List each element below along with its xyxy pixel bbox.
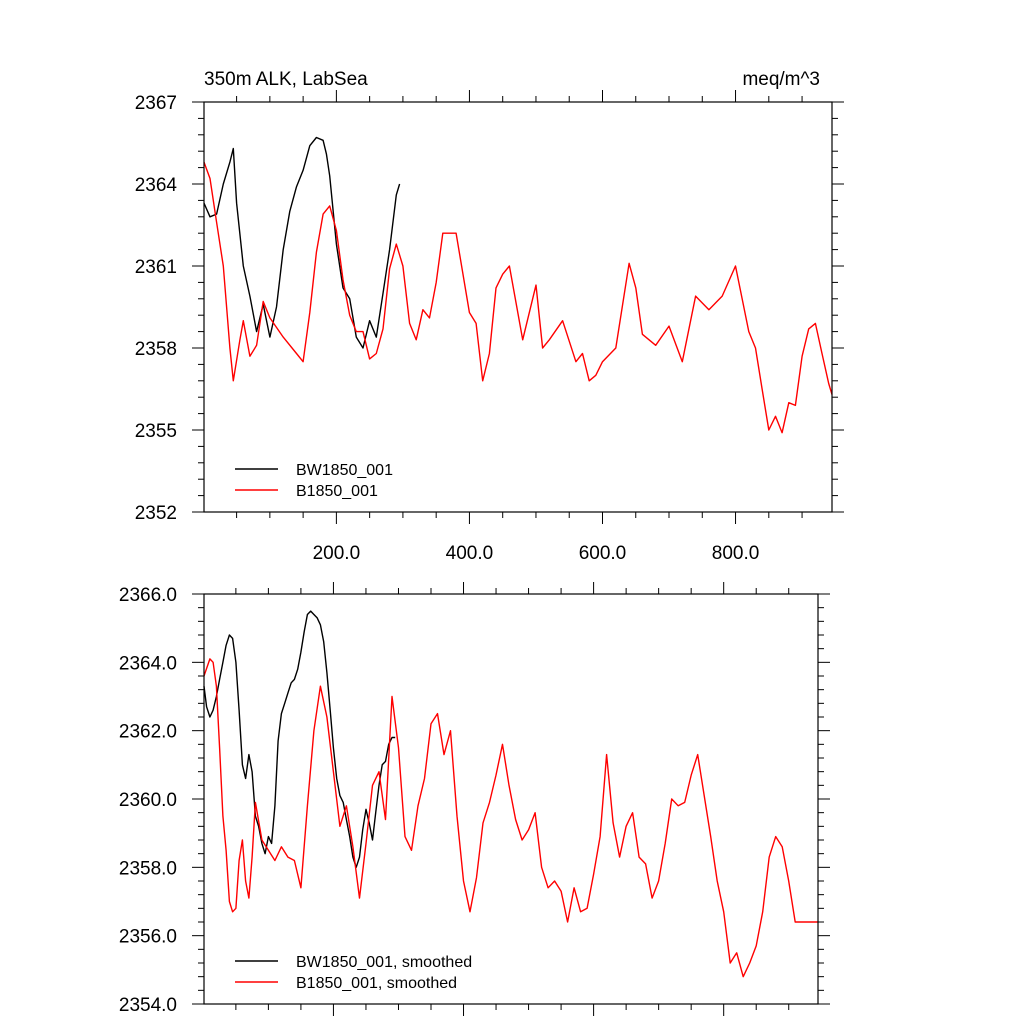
panel-2-series-layer — [203, 610, 818, 978]
panel-2-legend: BW1850_001, smoothed B1850_001, smoothed — [235, 954, 472, 992]
top-panel: 350m ALK, LabSea meq/m^3 2352 2355 2358 236… — [135, 69, 844, 564]
panel-1-title: 350m ALK, LabSea — [204, 69, 368, 90]
panel-2-ticks: 2354.0 2356.0 2358.0 2360.0 2362.0 2364.0 2366… — [119, 582, 830, 1016]
y-tick-label: 2367 — [135, 93, 177, 114]
y-tick-label: 2364.0 — [119, 653, 177, 674]
y-tick-label: 2362.0 — [119, 722, 177, 743]
x-tick-label: 400.0 — [446, 543, 494, 564]
y-tick-label: 2366.0 — [119, 585, 177, 606]
y-tick-label: 2360.0 — [119, 790, 177, 811]
y-tick-label: 2358 — [135, 339, 177, 360]
y-tick-label: 2364 — [135, 175, 178, 196]
y-tick-label: 2355 — [135, 421, 177, 442]
series-line-b1850-001 — [203, 161, 833, 434]
y-tick-label: 2356.0 — [119, 927, 177, 948]
y-tick-label: 2358.0 — [119, 858, 177, 879]
x-tick-label: 800.0 — [712, 543, 760, 564]
x-tick-label: 600.0 — [579, 543, 627, 564]
series-line-bw1850-001-smoothed — [203, 610, 396, 868]
y-tick-label: 2354.0 — [119, 995, 177, 1016]
x-tick-label: 200.0 — [313, 543, 361, 564]
series-line-bw1850-001 — [203, 136, 401, 349]
y-tick-label: 2361 — [135, 257, 177, 278]
legend-label-bw1850-smoothed: BW1850_001, smoothed — [296, 954, 472, 971]
panel-1-legend: BW1850_001 B1850_001 — [235, 462, 393, 500]
series-line-b1850-001-smoothed — [203, 658, 818, 978]
legend-label-b1850-smoothed: B1850_001, smoothed — [296, 975, 457, 992]
bottom-panel: 2354.0 2356.0 2358.0 2360.0 2362.0 2364.0 2366… — [119, 582, 830, 1016]
panel-1-units: meq/m^3 — [742, 69, 820, 90]
legend-label-bw1850: BW1850_001 — [296, 462, 393, 479]
panel-1-ticks: 2352 2355 2358 2361 2364 2367 200.0 400.0 600.0 8… — [135, 90, 844, 564]
y-tick-label: 2352 — [135, 503, 177, 524]
panel-1-plot-frame — [203, 101, 833, 513]
panel-1-series-layer — [203, 136, 833, 434]
legend-label-b1850: B1850_001 — [296, 483, 378, 500]
